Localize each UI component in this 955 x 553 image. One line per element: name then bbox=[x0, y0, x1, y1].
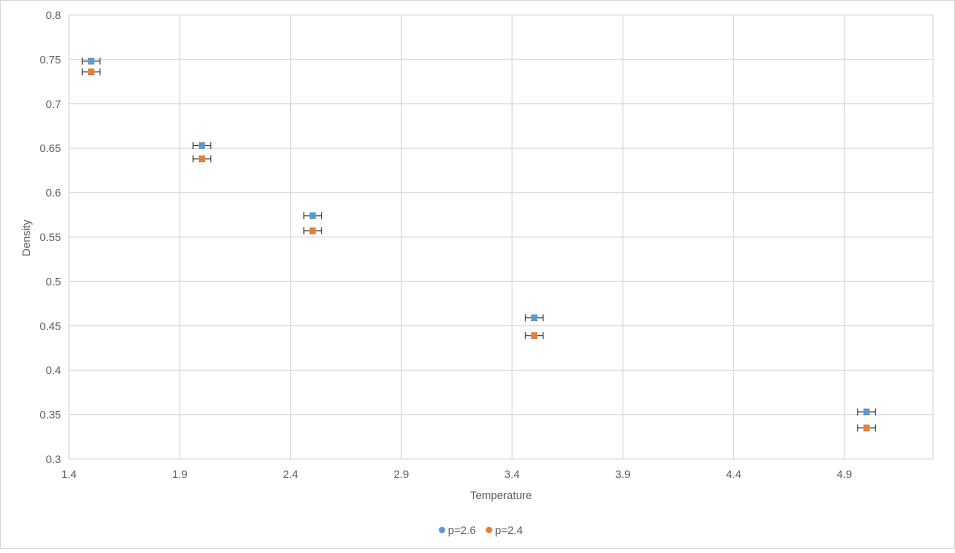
x-tick-label: 4.4 bbox=[726, 469, 741, 481]
x-tick-label: 2.4 bbox=[283, 469, 298, 481]
x-tick-label: 2.9 bbox=[394, 469, 409, 481]
x-tick-label: 3.9 bbox=[615, 469, 630, 481]
y-tick-label: 0.75 bbox=[40, 54, 61, 66]
x-tick-label: 1.9 bbox=[172, 469, 187, 481]
legend-marker-p24 bbox=[485, 526, 493, 534]
x-tick-label: 4.9 bbox=[837, 469, 852, 481]
data-point bbox=[198, 142, 206, 149]
y-tick-label: 0.6 bbox=[46, 188, 61, 200]
y-tick-label: 0.5 bbox=[46, 276, 61, 288]
series-p=2.6 bbox=[81, 57, 876, 416]
y-axis-label: Density bbox=[21, 219, 33, 256]
x-tick-label: 1.4 bbox=[61, 469, 76, 481]
series-p=2.4 bbox=[81, 68, 876, 432]
y-tick-label: 0.45 bbox=[40, 321, 61, 333]
legend: p=2.6 p=2.4 bbox=[438, 525, 523, 537]
x-axis-ticks: 1.4 1.9 2.4 2.9 3.4 3.9 4.4 4.9 bbox=[61, 469, 852, 481]
legend-label-p26: p=2.6 bbox=[448, 525, 476, 537]
data-series bbox=[81, 57, 876, 432]
data-point bbox=[309, 212, 317, 220]
x-axis-label: Temperature bbox=[470, 490, 532, 502]
data-point bbox=[87, 68, 95, 76]
data-point bbox=[530, 332, 538, 339]
data-point bbox=[309, 227, 317, 235]
y-tick-label: 0.65 bbox=[40, 143, 61, 155]
x-tick-label: 3.4 bbox=[504, 469, 519, 481]
legend-label-p24: p=2.4 bbox=[495, 525, 523, 537]
y-tick-label: 0.35 bbox=[40, 410, 61, 422]
y-axis-ticks: 0.3 0.35 0.4 0.45 0.5 0.55 0.6 0.65 0.7 0.75 0.8 bbox=[40, 10, 61, 466]
y-tick-label: 0.3 bbox=[46, 454, 61, 466]
grid-lines bbox=[68, 14, 934, 460]
data-point bbox=[863, 424, 870, 432]
y-tick-label: 0.8 bbox=[46, 10, 61, 22]
data-point bbox=[863, 408, 870, 416]
y-tick-label: 0.7 bbox=[46, 99, 61, 111]
y-tick-label: 0.55 bbox=[40, 232, 61, 244]
data-point bbox=[530, 314, 538, 322]
data-point bbox=[198, 155, 206, 163]
y-tick-label: 0.4 bbox=[46, 365, 61, 377]
data-point bbox=[87, 57, 95, 65]
legend-marker-p26 bbox=[438, 526, 446, 534]
